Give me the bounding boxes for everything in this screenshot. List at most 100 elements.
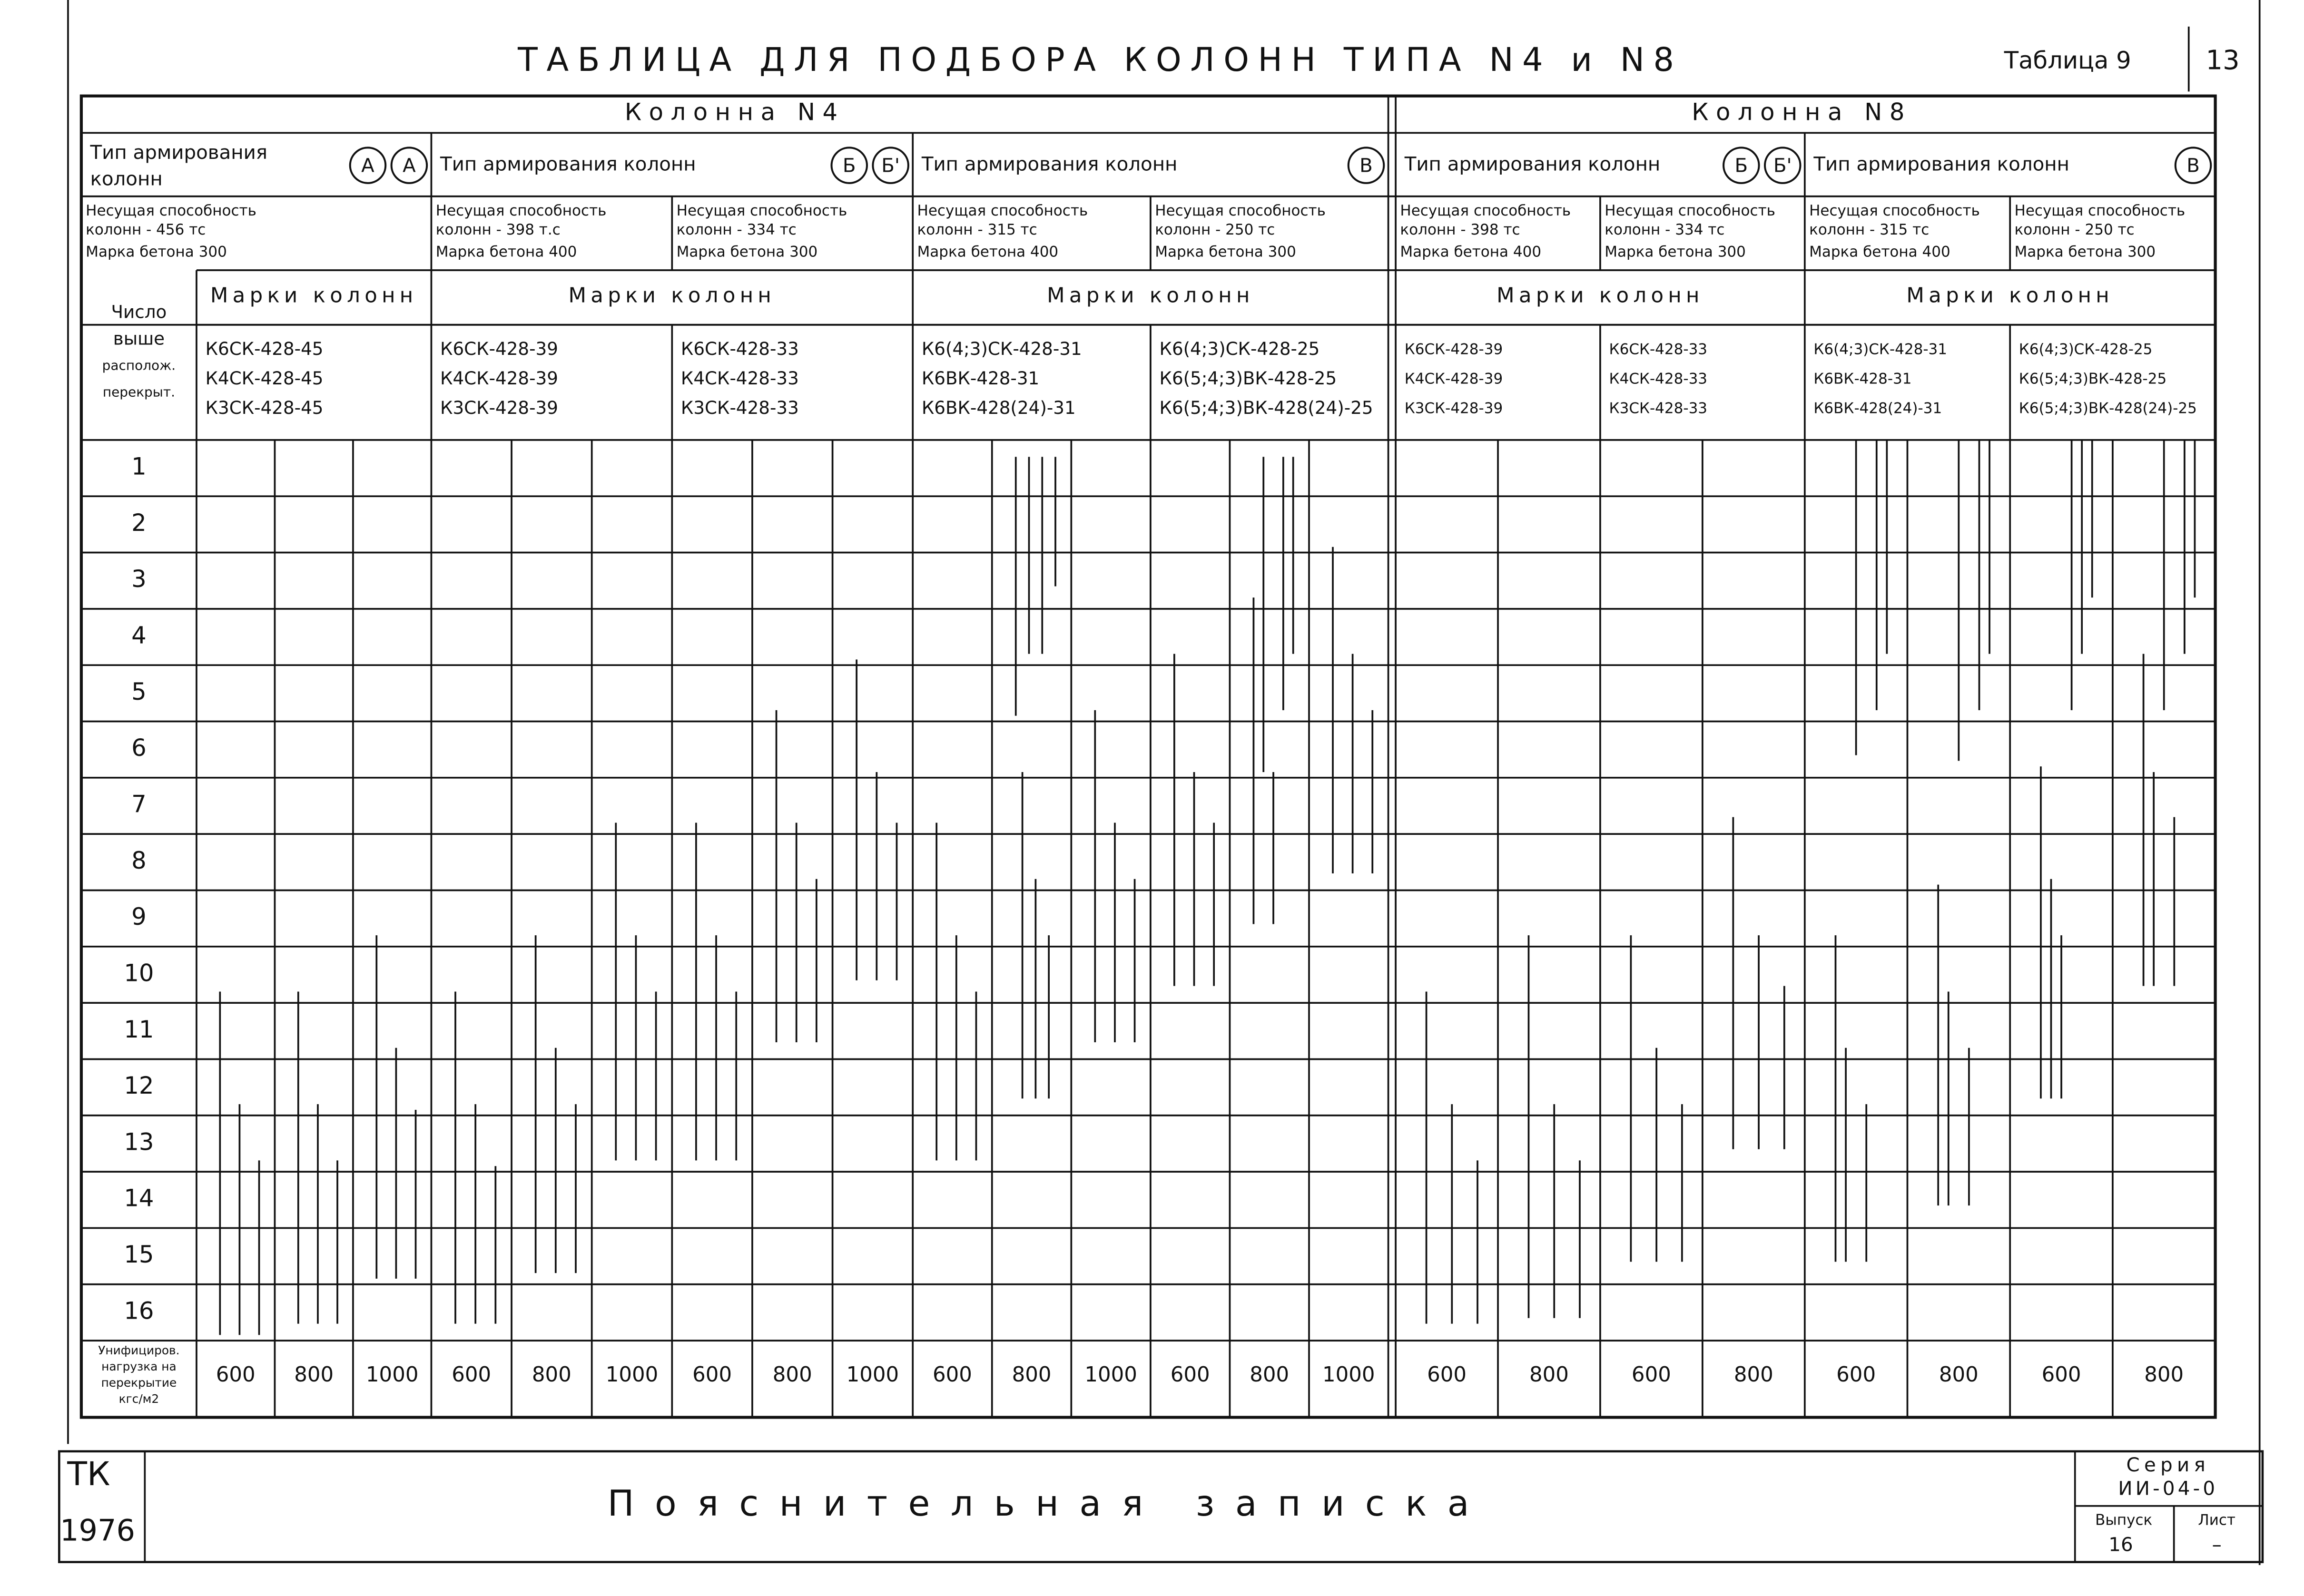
column-mark: К6ВК-428(24)-31 [1813, 400, 1942, 417]
floor-label: 16 [124, 1297, 154, 1324]
load-value: 800 [532, 1363, 571, 1387]
capacity: колонн - 398 т.с [436, 221, 561, 238]
concrete-grade: Марка бетона 300 [1155, 244, 1296, 261]
reinforcement-type: Тип армирования колонн [1813, 153, 2069, 176]
capacity: Несущая способность [677, 202, 847, 219]
load-value: 600 [1632, 1363, 1671, 1387]
capacity: колонн - 250 тс [1155, 221, 1275, 238]
sheet: – [2212, 1533, 2222, 1556]
table-border [79, 94, 2217, 1419]
concrete-grade: Марка бетона 400 [1809, 244, 1950, 261]
load-value: 1000 [366, 1363, 419, 1387]
group-title: Колонна N4 [625, 98, 845, 126]
issue: 16 [2108, 1533, 2133, 1556]
load-value: 600 [933, 1363, 972, 1387]
column-mark: К6(4;3)СК-428-31 [1813, 341, 1947, 358]
badge-letter: А [403, 155, 416, 177]
load-value: 800 [1939, 1363, 1979, 1387]
floor-label: 3 [131, 565, 147, 593]
column-mark: К6ВК-428-31 [1813, 371, 1911, 388]
load-value: 1000 [847, 1363, 899, 1387]
reinforcement-type: колонн [90, 168, 163, 190]
column-mark: К6СК-428-39 [440, 338, 558, 359]
column-mark: К3СК-428-33 [1609, 400, 1707, 417]
concrete-grade: Марка бетона 300 [677, 244, 818, 261]
badge [390, 147, 428, 184]
column-mark: К4СК-428-39 [440, 368, 558, 389]
column-mark: К6СК-428-45 [206, 338, 324, 359]
footer-title: Пояснительная записка [608, 1483, 1490, 1524]
floor-label: 10 [124, 959, 154, 987]
load-value: 600 [1836, 1363, 1876, 1387]
load-value: 800 [1250, 1363, 1289, 1387]
floor-label: 6 [131, 734, 147, 762]
capacity: Несущая способность [1605, 202, 1775, 219]
badge-letter: Б [843, 155, 856, 177]
load-value: 600 [216, 1363, 256, 1387]
floor-label: 7 [131, 790, 147, 818]
floor-label: 5 [131, 678, 147, 705]
badge-letter: Б' [1773, 155, 1792, 177]
capacity: колонн - 456 тс [86, 221, 206, 238]
capacity: колонн - 334 тс [1605, 221, 1724, 238]
series: ИИ-04-0 [2118, 1478, 2218, 1500]
floor-label: 15 [124, 1241, 154, 1268]
badge-letter: А [361, 155, 374, 177]
floor-label: 13 [124, 1128, 154, 1155]
load-value: 1000 [1322, 1363, 1375, 1387]
marks-title: Марки колонн [1906, 284, 2114, 307]
column-mark: К6(5;4;3)ВК-428(24)-25 [1160, 397, 1373, 418]
floor-label: 14 [124, 1185, 154, 1212]
column-mark: К4СК-428-45 [206, 368, 324, 389]
badge [1723, 147, 1760, 184]
floor-label: 2 [131, 509, 147, 537]
badge-letter: Б' [881, 155, 900, 177]
reinforcement-type: Тип армирования [90, 141, 268, 164]
group-title: Колонна N8 [1692, 98, 1912, 126]
load-value: 600 [452, 1363, 491, 1387]
sheet-label: Лист [2198, 1512, 2235, 1529]
column-mark: К3СК-428-39 [440, 397, 558, 418]
row-header: Число [111, 301, 167, 322]
row-header: располож. [102, 358, 176, 373]
load-value: 1000 [606, 1363, 659, 1387]
column-mark: К3СК-428-39 [1405, 400, 1503, 417]
floor-label: 9 [131, 903, 147, 930]
column-mark: К3СК-428-45 [206, 397, 324, 418]
column-mark: К4СК-428-39 [1405, 371, 1503, 388]
row-header: выше [113, 328, 165, 349]
marks-title: Марки колонн [1047, 284, 1254, 307]
load-value: 1000 [1084, 1363, 1137, 1387]
floor-label: 8 [131, 847, 147, 874]
title: ТАБЛИЦА ДЛЯ ПОДБОРА КОЛОНН ТИПА N4 и N8 [517, 41, 1683, 79]
badge [2174, 147, 2212, 184]
capacity: Несущая способность [86, 202, 256, 219]
concrete-grade: Марка бетона 400 [917, 244, 1059, 261]
column-mark: К6СК-428-33 [1609, 341, 1707, 358]
row-header: перекрыт. [103, 384, 175, 400]
capacity: Несущая способность [1809, 202, 1980, 219]
marks-title: Марки колонн [210, 284, 418, 307]
floor-label: 12 [124, 1072, 154, 1099]
footer-year: 1976 [60, 1513, 135, 1548]
load-header: Унифициров. [98, 1343, 179, 1357]
load-header: кгс/м2 [119, 1392, 159, 1406]
footer-code: ТК [67, 1456, 110, 1493]
badge [830, 147, 868, 184]
column-mark: К6(4;3)СК-428-25 [1160, 338, 1320, 359]
marks-title: Марки колонн [569, 284, 776, 307]
badge [1763, 147, 1802, 184]
floor-label: 4 [131, 622, 147, 649]
column-mark: К6(4;3)СК-428-31 [922, 338, 1082, 359]
column-mark: К3СК-428-33 [681, 397, 799, 418]
badge [1347, 147, 1385, 184]
capacity: Несущая способность [436, 202, 607, 219]
series-label: Серия [2126, 1454, 2210, 1476]
load-value: 800 [1734, 1363, 1773, 1387]
column-mark: К6(5;4;3)ВК-428(24)-25 [2019, 400, 2197, 417]
capacity: колонн - 398 тс [1400, 221, 1520, 238]
load-value: 600 [1427, 1363, 1467, 1387]
capacity: колонн - 334 тс [677, 221, 797, 238]
